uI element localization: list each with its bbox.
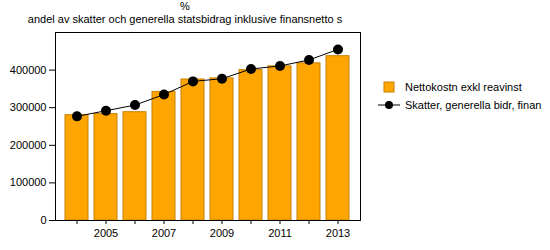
svg-text:2005: 2005 <box>94 227 118 239</box>
svg-text:2009: 2009 <box>210 227 234 239</box>
svg-text:2007: 2007 <box>152 227 176 239</box>
svg-text:2013: 2013 <box>326 227 350 239</box>
svg-text:300000: 300000 <box>10 101 47 113</box>
svg-text:100000: 100000 <box>10 176 47 188</box>
html-text:Skatter, generella bidr, finan: Skatter, generella bidr, finan <box>405 99 542 111</box>
svg-text:200000: 200000 <box>10 139 47 151</box>
svg-text:2011: 2011 <box>268 227 292 239</box>
svg-text:0: 0 <box>40 214 46 226</box>
html-text:Nettokostn exkl reavinst: Nettokostn exkl reavinst <box>405 81 522 93</box>
html-text:andel av skatter och generella: andel av skatter och generella statsbidr… <box>27 13 343 25</box>
svg-text:400000: 400000 <box>10 64 47 76</box>
